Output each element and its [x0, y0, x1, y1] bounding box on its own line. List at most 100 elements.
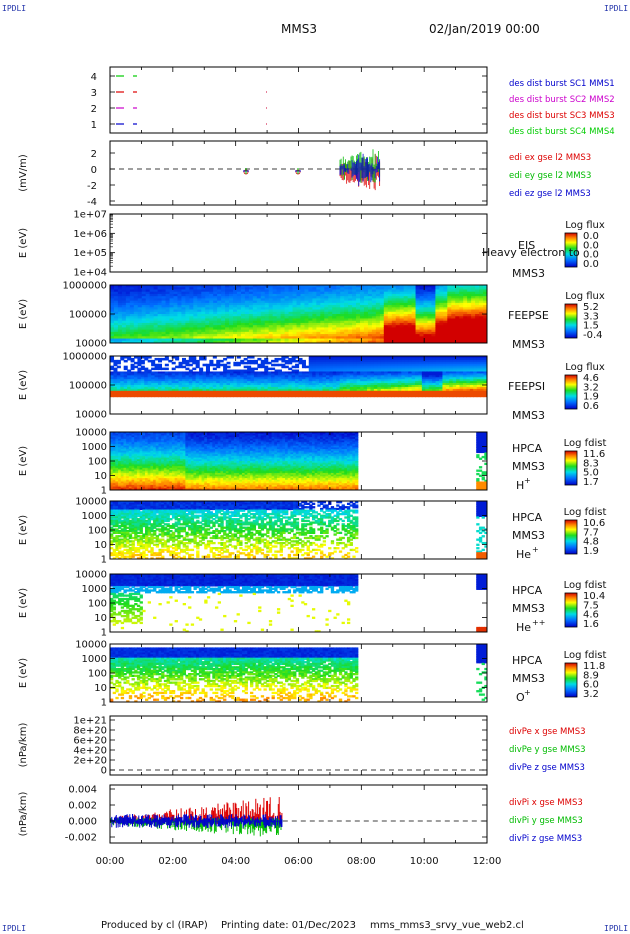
hpca-he-panel-charge: + [532, 545, 539, 554]
hpca-h-panel-colorbar-tick-1: 8.3 [583, 458, 599, 469]
burst-panel-legend-1: des dist burst SC2 MMS2 [509, 95, 615, 105]
feepse-panel-colorbar-tick-2: 1.5 [583, 321, 599, 332]
feepsi-spectrogram [110, 356, 487, 398]
burst-panel-legend-3: des dist burst SC4 MMS4 [509, 127, 615, 137]
hpca-hepp-panel-ytick-2: 100 [88, 599, 107, 610]
feepsi-panel-colorbar-title: Log flux [565, 362, 605, 373]
eis-panel-ytick-1: 1e+06 [73, 229, 107, 240]
feepsi-panel-colorbar-tick-3: 0.6 [583, 401, 599, 412]
x-tick-label-3: 06:00 [284, 856, 313, 867]
hpca-h-panel-colorbar-tick-0: 11.6 [583, 449, 605, 460]
hpca-he-panel-ytick-1: 1000 [82, 511, 107, 522]
feepse-panel-instrument: FEEPSE [508, 309, 549, 322]
hpca_h-spectrogram [110, 432, 487, 490]
burst-panel-legend-2: des dist burst SC3 MMS3 [509, 111, 615, 121]
eis-panel-colorbar-title: Log flux [565, 220, 605, 231]
hpca-o-panel-ytick-4: 1 [101, 698, 107, 709]
hpca-he-panel-colorbar-title: Log fdist [564, 507, 607, 518]
divpe-panel-ytick-0: 1e+21 [73, 716, 107, 727]
eis-panel-colorbar [564, 232, 578, 268]
eis-panel-colorbar-tick-2: 0.0 [583, 250, 599, 261]
hpca-o-panel-ytick-3: 10 [94, 683, 107, 694]
feepse-panel-colorbar-tick-1: 3.3 [583, 311, 599, 322]
hpca-hepp-panel-species: He [516, 621, 531, 634]
eis-panel-ytick-2: 1e+05 [73, 248, 107, 259]
hpca-h-panel-instrument: HPCA [512, 442, 543, 455]
hpca-o-panel-instrument: HPCA [512, 654, 543, 667]
hpca-hepp-panel-charge: ++ [532, 618, 545, 627]
feepse-panel-colorbar-tick-0: 5.2 [583, 302, 599, 313]
hpca-h-panel-ytick-0: 10000 [75, 428, 107, 439]
feepse-panel-colorbar-tick-3: -0.4 [583, 330, 603, 341]
feepsi-panel-ytick-1: 100000 [69, 381, 107, 392]
hpca-hepp-panel-ytick-1: 1000 [82, 584, 107, 595]
hpca-hepp-panel-colorbar-tick-0: 10.4 [583, 591, 605, 602]
x-tick-label-1: 02:00 [158, 856, 187, 867]
eis-panel-ylabel: E (eV) [18, 228, 29, 258]
eis-panel-instrument: EIS [518, 239, 535, 252]
hpca-hepp-panel-instrument: HPCA [512, 584, 543, 597]
feepse-panel-ytick-1: 100000 [69, 310, 107, 321]
feepsi-panel-colorbar-tick-2: 1.9 [583, 392, 599, 403]
plot-datetime: 02/Jan/2019 00:00 [429, 22, 540, 36]
edi-panel-ylabel: (mV/m) [18, 154, 29, 192]
burst-panel-ytick-2: 2 [91, 104, 97, 115]
hpca-o-panel-colorbar-tick-0: 11.8 [583, 661, 605, 672]
divpe-panel-ytick-5: 0 [101, 766, 107, 777]
hpca-h-panel-ytick-4: 1 [101, 486, 107, 497]
eis-panel-spacecraft: MMS3 [512, 267, 545, 280]
eis-panel-frame [109, 213, 488, 273]
footer-printing-date: Printing date: 01/Dec/2023 [221, 920, 357, 931]
hpca-o-panel-colorbar-tick-3: 3.2 [583, 689, 599, 700]
hpca-he-panel-instrument: HPCA [512, 511, 543, 524]
hpca-he-panel-colorbar-tick-2: 4.8 [583, 537, 599, 548]
edi-panel-ytick-2: -2 [87, 181, 97, 192]
edi-series [243, 149, 381, 191]
hpca-o-panel-spacecraft: MMS3 [512, 672, 545, 685]
hpca-o-panel-colorbar-tick-1: 8.9 [583, 670, 599, 681]
hpca-h-panel-colorbar-title: Log fdist [564, 438, 607, 449]
feepse-panel-ylabel: E (eV) [18, 299, 29, 329]
eis-panel-colorbar-tick-3: 0.0 [583, 259, 599, 270]
feepsi-panel-spacecraft: MMS3 [512, 409, 545, 422]
divpe-panel-ylabel: (nPa/km) [18, 723, 29, 768]
x-tick-label-2: 04:00 [221, 856, 250, 867]
burst-panel-frame [109, 66, 488, 134]
footer-filename: mms_mms3_srvy_vue_web2.cl [370, 920, 524, 931]
hpca-he-panel-ytick-0: 10000 [75, 497, 107, 508]
eis-panel-colorbar-tick-0: 0.0 [583, 231, 599, 242]
hpca-h-panel-spacecraft: MMS3 [512, 460, 545, 473]
divpe-panel-ytick-3: 4e+20 [73, 746, 107, 757]
eis-panel-overlay-text: Heavy electron to [482, 246, 580, 259]
eis-panel-colorbar-tick-1: 0.0 [583, 240, 599, 251]
hpca-h-panel-ytick-3: 10 [94, 471, 107, 482]
hpca-he-panel-ylabel: E (eV) [18, 515, 29, 545]
feepsi-panel-colorbar-tick-0: 4.6 [583, 373, 599, 384]
corner-label-bottom-right: IPDLI [604, 924, 629, 933]
hpca-hepp-panel-ytick-3: 10 [94, 613, 107, 624]
hpca-hepp-panel-ytick-0: 10000 [75, 570, 107, 581]
feepsi-panel-ytick-0: 1000000 [62, 352, 107, 363]
hpca-hepp-panel-ylabel: E (eV) [18, 588, 29, 618]
hpca-o-panel-ytick-0: 10000 [75, 640, 107, 651]
hpca-he-panel-colorbar-tick-1: 7.7 [583, 527, 599, 538]
hpca-h-panel-species: H [516, 479, 524, 492]
burst-panel-ytick-0: 4 [91, 72, 97, 83]
divpe-panel-ytick-2: 6e+20 [73, 736, 107, 747]
divpi-panel-ytick-2: 0.000 [68, 817, 97, 828]
divpe-panel-legend-0: divPe x gse MMS3 [509, 727, 586, 737]
hpca-hepp-panel-ytick-4: 1 [101, 628, 107, 639]
divpi-series [110, 797, 283, 837]
hpca-hepp-panel-spacecraft: MMS3 [512, 602, 545, 615]
x-tick-label-0: 00:00 [96, 856, 125, 867]
hpca-hepp-panel-colorbar [564, 592, 578, 628]
footer-produced: Produced by cl (IRAP) [101, 920, 208, 931]
feepse-panel-ytick-2: 10000 [75, 339, 107, 350]
burst-panel-legend-0: des dist burst SC1 MMS1 [509, 79, 615, 89]
divpe-panel-legend-2: divPe z gse MMS3 [509, 763, 585, 773]
hpca-hepp-panel-colorbar-tick-1: 7.5 [583, 600, 599, 611]
hpca-he-panel-colorbar-tick-3: 1.9 [583, 546, 599, 557]
edi-panel-legend-2: edi ez gse l2 MMS3 [509, 189, 591, 199]
eis-panel-ytick-0: 1e+07 [73, 210, 107, 221]
hpca-he-panel-ytick-4: 1 [101, 555, 107, 566]
